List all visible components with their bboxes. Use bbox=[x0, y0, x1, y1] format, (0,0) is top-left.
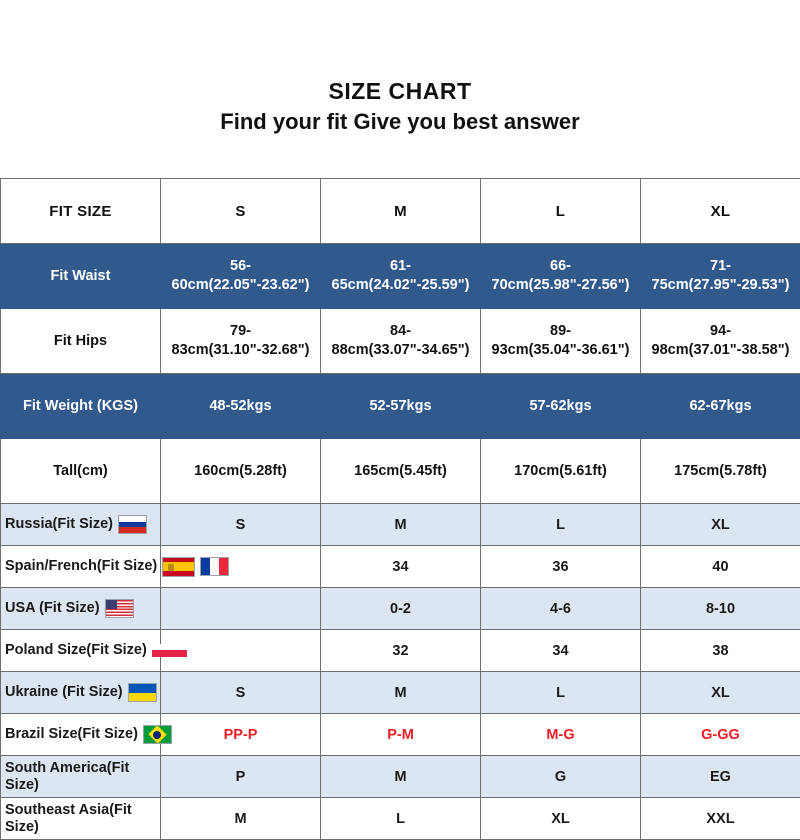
chart-title-block: SIZE CHART Find your fit Give you best a… bbox=[0, 78, 800, 136]
cell-south-america-s: P bbox=[161, 756, 321, 798]
cell-fit-weight-xl: 62-67kgs bbox=[641, 374, 800, 439]
table-row: Brazil Size(Fit Size) PP-P P-M M-G G-GG bbox=[1, 714, 800, 756]
cell-fit-waist-m: 61-65cm(24.02"-25.59") bbox=[321, 244, 481, 309]
table-row: Fit Hips 79-83cm(31.10"-32.68") 84-88cm(… bbox=[1, 309, 800, 374]
row-label-text: Russia(Fit Size) bbox=[5, 516, 113, 533]
cell-fit-weight-m: 52-57kgs bbox=[321, 374, 481, 439]
row-label-text: Southeast Asia(Fit Size) bbox=[5, 802, 132, 835]
usa-flag-icon bbox=[105, 599, 134, 618]
cell-fit-weight-s: 48-52kgs bbox=[161, 374, 321, 439]
header-cell-size-s: S bbox=[161, 179, 321, 244]
cell-fit-hips-s: 79-83cm(31.10"-32.68") bbox=[161, 309, 321, 374]
table-row: Ukraine (Fit Size) S M L XL bbox=[1, 672, 800, 714]
row-label-text: USA (Fit Size) bbox=[5, 600, 100, 617]
row-label-brazil: Brazil Size(Fit Size) bbox=[1, 714, 161, 756]
table-row: Fit Waist 56-60cm(22.05"-23.62") 61-65cm… bbox=[1, 244, 800, 309]
table-row: Spain/French(Fit Size) 34 36 40 bbox=[1, 546, 800, 588]
row-label-usa: USA (Fit Size) bbox=[1, 588, 161, 630]
cell-russia-m: M bbox=[321, 504, 481, 546]
size-chart-table: FIT SIZE S M L XL Fit Waist 56-60cm(22.0… bbox=[0, 178, 800, 840]
cell-ukraine-m: M bbox=[321, 672, 481, 714]
row-label-fit-weight: Fit Weight (KGS) bbox=[1, 374, 161, 439]
cell-poland-m: 32 bbox=[321, 630, 481, 672]
cell-russia-xl: XL bbox=[641, 504, 800, 546]
cell-fit-hips-m: 84-88cm(33.07"-34.65") bbox=[321, 309, 481, 374]
cell-southeast-asia-m: L bbox=[321, 798, 481, 840]
row-label-fit-hips: Fit Hips bbox=[1, 309, 161, 374]
row-label-tall: Tall(cm) bbox=[1, 439, 161, 504]
table-row: South America(Fit Size) P M G EG bbox=[1, 756, 800, 798]
cell-south-america-xl: EG bbox=[641, 756, 800, 798]
size-chart-body: FIT SIZE S M L XL Fit Waist 56-60cm(22.0… bbox=[1, 179, 800, 840]
row-label-fit-waist: Fit Waist bbox=[1, 244, 161, 309]
row-label-text: Brazil Size(Fit Size) bbox=[5, 726, 138, 743]
page-title: SIZE CHART bbox=[0, 78, 800, 105]
cell-spain-french-l: 36 bbox=[481, 546, 641, 588]
cell-brazil-s: PP-P bbox=[161, 714, 321, 756]
cell-usa-m: 0-2 bbox=[321, 588, 481, 630]
cell-south-america-m: M bbox=[321, 756, 481, 798]
spain-flag-icon bbox=[162, 557, 195, 577]
table-row: USA (Fit Size) 0-2 4-6 8-10 bbox=[1, 588, 800, 630]
france-flag-icon bbox=[200, 557, 229, 576]
cell-fit-waist-l: 66-70cm(25.98"-27.56") bbox=[481, 244, 641, 309]
cell-brazil-m: P-M bbox=[321, 714, 481, 756]
cell-tall-xl: 175cm(5.78ft) bbox=[641, 439, 800, 504]
row-label-poland: Poland Size(Fit Size) bbox=[1, 630, 161, 672]
cell-brazil-xl: G-GG bbox=[641, 714, 800, 756]
cell-brazil-l: M-G bbox=[481, 714, 641, 756]
cell-usa-xl: 8-10 bbox=[641, 588, 800, 630]
row-label-southeast-asia: Southeast Asia(Fit Size) bbox=[1, 798, 161, 840]
row-label-south-america: South America(Fit Size) bbox=[1, 756, 161, 798]
header-cell-size-l: L bbox=[481, 179, 641, 244]
cell-tall-s: 160cm(5.28ft) bbox=[161, 439, 321, 504]
cell-southeast-asia-s: M bbox=[161, 798, 321, 840]
cell-spain-french-m: 34 bbox=[321, 546, 481, 588]
cell-ukraine-xl: XL bbox=[641, 672, 800, 714]
cell-fit-waist-s: 56-60cm(22.05"-23.62") bbox=[161, 244, 321, 309]
cell-fit-weight-l: 57-62kgs bbox=[481, 374, 641, 439]
cell-ukraine-l: L bbox=[481, 672, 641, 714]
cell-tall-l: 170cm(5.61ft) bbox=[481, 439, 641, 504]
cell-spain-french-xl: 40 bbox=[641, 546, 800, 588]
table-row: Russia(Fit Size) S M L XL bbox=[1, 504, 800, 546]
table-row: Poland Size(Fit Size) 32 34 38 bbox=[1, 630, 800, 672]
table-header-row: FIT SIZE S M L XL bbox=[1, 179, 800, 244]
cell-southeast-asia-xl: XXL bbox=[641, 798, 800, 840]
row-label-text: Poland Size(Fit Size) bbox=[5, 642, 147, 659]
cell-poland-l: 34 bbox=[481, 630, 641, 672]
cell-tall-m: 165cm(5.45ft) bbox=[321, 439, 481, 504]
header-cell-size-xl: XL bbox=[641, 179, 800, 244]
cell-russia-l: L bbox=[481, 504, 641, 546]
row-label-spain-french: Spain/French(Fit Size) bbox=[1, 546, 161, 588]
cell-usa-l: 4-6 bbox=[481, 588, 641, 630]
poland-flag-icon bbox=[152, 644, 187, 657]
header-cell-size-m: M bbox=[321, 179, 481, 244]
brazil-flag-icon bbox=[143, 725, 172, 744]
table-row: Fit Weight (KGS) 48-52kgs 52-57kgs 57-62… bbox=[1, 374, 800, 439]
cell-russia-s: S bbox=[161, 504, 321, 546]
row-label-ukraine: Ukraine (Fit Size) bbox=[1, 672, 161, 714]
size-chart-page: SIZE CHART Find your fit Give you best a… bbox=[0, 0, 800, 800]
row-label-russia: Russia(Fit Size) bbox=[1, 504, 161, 546]
cell-fit-waist-xl: 71-75cm(27.95"-29.53") bbox=[641, 244, 800, 309]
table-row: Tall(cm) 160cm(5.28ft) 165cm(5.45ft) 170… bbox=[1, 439, 800, 504]
cell-usa-s bbox=[161, 588, 321, 630]
russia-flag-icon bbox=[118, 515, 147, 534]
cell-fit-hips-l: 89-93cm(35.04"-36.61") bbox=[481, 309, 641, 374]
ukraine-flag-icon bbox=[128, 683, 157, 702]
table-row: Southeast Asia(Fit Size) M L XL XXL bbox=[1, 798, 800, 840]
cell-ukraine-s: S bbox=[161, 672, 321, 714]
row-label-text: South America(Fit Size) bbox=[5, 760, 129, 793]
row-label-text: Spain/French(Fit Size) bbox=[5, 558, 157, 575]
cell-poland-xl: 38 bbox=[641, 630, 800, 672]
cell-southeast-asia-l: XL bbox=[481, 798, 641, 840]
cell-south-america-l: G bbox=[481, 756, 641, 798]
page-subtitle: Find your fit Give you best answer bbox=[0, 109, 800, 135]
cell-fit-hips-xl: 94-98cm(37.01"-38.58") bbox=[641, 309, 800, 374]
header-cell-fit-size: FIT SIZE bbox=[1, 179, 161, 244]
row-label-text: Ukraine (Fit Size) bbox=[5, 684, 123, 701]
